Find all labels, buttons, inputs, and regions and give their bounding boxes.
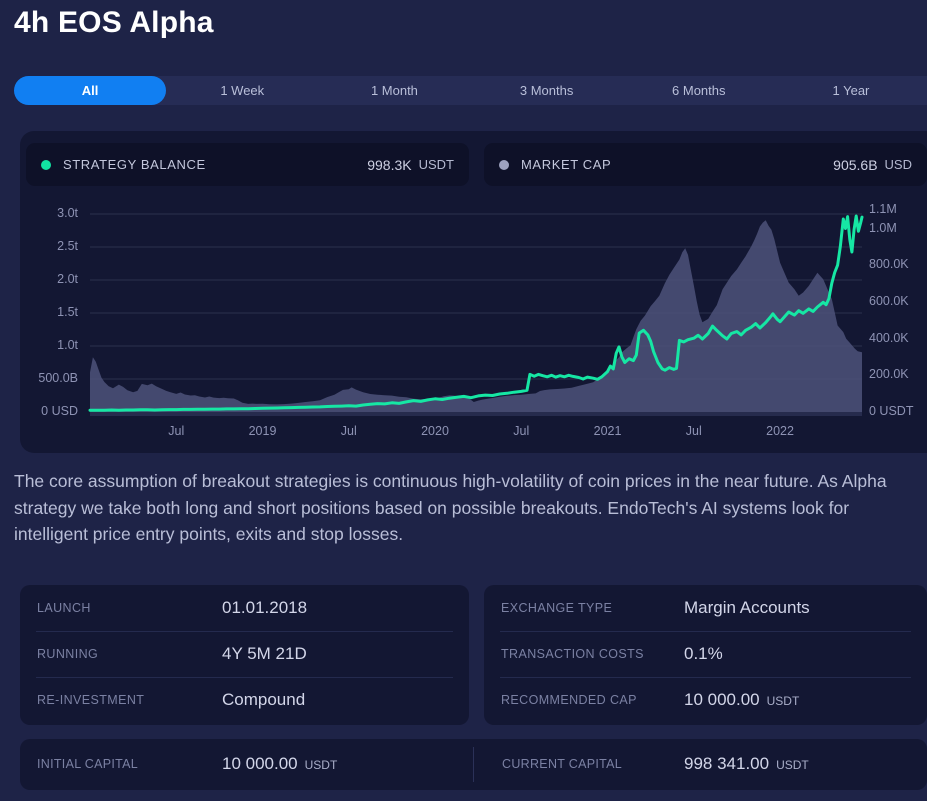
detail-row-running: RUNNING 4Y 5M 21D (20, 631, 469, 677)
strategy-series-dot-icon (41, 159, 51, 170)
strategy-legend-label: STRATEGY BALANCE (63, 157, 206, 172)
x-axis-tick: 2019 (248, 424, 277, 438)
right-axis-tick: 600.0K (869, 293, 909, 308)
left-axis-tick: 1.5t (57, 305, 78, 319)
market-cap-unit: USD (884, 157, 912, 172)
tab-all[interactable]: All (14, 76, 167, 105)
tab-6-months[interactable]: 6 Months (672, 83, 726, 98)
x-axis-tick: Jul (685, 424, 702, 438)
balance-vs-marketcap-chart[interactable] (20, 131, 927, 453)
transaction-costs-label: TRANSACTION COSTS (501, 647, 644, 661)
strategy-balance-line (88, 214, 864, 412)
capital-summary-card: INITIAL CAPITAL 10 000.00 USDT CURRENT CA… (20, 739, 927, 790)
legend-strategy-balance: STRATEGY BALANCE 998.3K USDT (26, 143, 469, 186)
right-axis-tick: 1.0M (869, 220, 897, 235)
market-series-dot-icon (499, 159, 509, 170)
recommended-cap-value: 10 000.00 USDT (684, 690, 800, 709)
detail-row-launch: LAUNCH 01.01.2018 (20, 585, 469, 631)
reinvestment-value: Compound (222, 690, 306, 709)
recommended-cap-currency: USDT (766, 694, 800, 708)
right-axis-tick: 0 USDT (869, 404, 914, 418)
initial-capital-currency: USDT (304, 758, 338, 772)
strategy-info-card-left: LAUNCH 01.01.2018 RUNNING 4Y 5M 21D RE-I… (20, 585, 469, 725)
reinvestment-label: RE-INVESTMENT (37, 693, 145, 707)
capital-card-divider (473, 747, 474, 782)
detail-row-recommended-cap: RECOMMENDED CAP 10 000.00 USDT (484, 677, 927, 723)
launch-label: LAUNCH (37, 601, 91, 615)
right-axis-tick: 800.0K (869, 257, 909, 272)
x-axis-tick: Jul (340, 424, 357, 438)
initial-capital-label: INITIAL CAPITAL (37, 757, 139, 771)
x-axis-tick: Jul (513, 424, 530, 438)
left-axis-tick: 3.0t (57, 206, 78, 220)
exchange-type-value: Margin Accounts (684, 598, 810, 617)
period-tabbar: All 1 Week 1 Month 3 Months 6 Months 1 Y… (14, 76, 927, 105)
detail-row-transaction-costs: TRANSACTION COSTS 0.1% (484, 631, 927, 677)
market-cap-legend-label: MARKET CAP (521, 157, 612, 172)
current-capital-label: CURRENT CAPITAL (502, 757, 623, 771)
tab-1-week[interactable]: 1 Week (220, 83, 265, 98)
strategy-description: The core assumption of breakout strategi… (14, 471, 887, 545)
right-axis-tick: 1.1M (869, 202, 897, 217)
legend-market-cap: MARKET CAP 905.6B USD (484, 143, 927, 186)
chart-card: STRATEGY BALANCE 998.3K USDT MARKET CAP … (20, 131, 927, 453)
x-axis-tick: Jul (168, 424, 185, 438)
strategy-balance-value: 998.3K (367, 156, 412, 173)
left-axis-tick: 2.5t (57, 239, 78, 253)
x-axis-tick: 2020 (421, 424, 449, 438)
running-label: RUNNING (37, 647, 99, 661)
strategy-info-card-right: EXCHANGE TYPE Margin Accounts TRANSACTIO… (484, 585, 927, 725)
current-capital-value: 998 341.00 USDT (684, 754, 809, 773)
right-axis-tick: 200.0K (869, 367, 909, 382)
tab-3-months[interactable]: 3 Months (519, 83, 574, 98)
market-cap-value: 905.6B (833, 156, 878, 173)
left-axis-tick: 1.0t (57, 338, 78, 352)
initial-capital-value: 10 000.00 USDT (222, 754, 338, 773)
left-axis-tick: 0 USD (41, 404, 78, 418)
x-axis-line (90, 412, 862, 416)
exchange-type-label: EXCHANGE TYPE (501, 601, 613, 615)
page-title: 4h EOS Alpha (14, 6, 214, 39)
tab-1-year[interactable]: 1 Year (832, 83, 870, 98)
recommended-cap-label: RECOMMENDED CAP (501, 693, 637, 707)
launch-value: 01.01.2018 (222, 598, 308, 617)
x-axis-tick: 2021 (593, 424, 622, 438)
market-cap-area (90, 220, 862, 412)
current-capital-currency: USDT (776, 758, 809, 772)
left-axis-tick: 500.0B (38, 371, 78, 385)
detail-row-exchange-type: EXCHANGE TYPE Margin Accounts (484, 585, 927, 631)
left-axis-tick: 2.0t (57, 272, 78, 286)
transaction-costs-value: 0.1% (684, 644, 723, 663)
right-axis-tick: 400.0K (869, 330, 909, 345)
running-value: 4Y 5M 21D (222, 644, 307, 663)
x-axis-tick: 2022 (766, 424, 794, 438)
tab-1-month[interactable]: 1 Month (370, 83, 418, 98)
detail-row-reinvestment: RE-INVESTMENT Compound (20, 677, 469, 723)
strategy-balance-unit: USDT (418, 157, 454, 172)
